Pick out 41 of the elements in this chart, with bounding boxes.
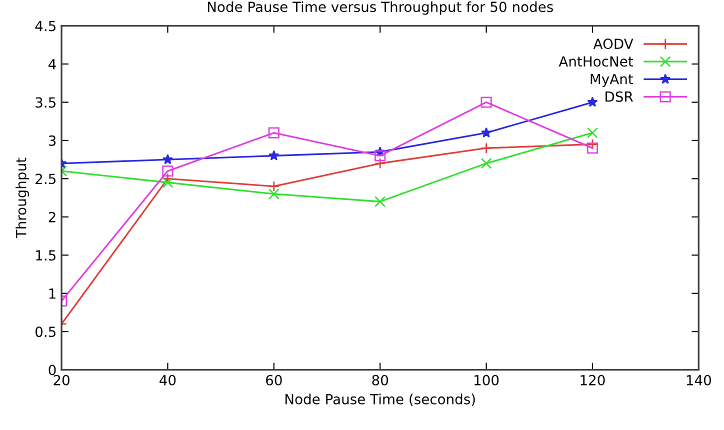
- point: [374, 158, 386, 169]
- point: [587, 96, 598, 107]
- point: [374, 150, 386, 162]
- point: [480, 96, 492, 108]
- y-tick-label: 4: [48, 59, 56, 70]
- x-tick-label: 100: [474, 374, 499, 386]
- y-tick-label: 1.5: [36, 250, 56, 261]
- chart-title: Node Pause Time versus Throughput for 50 nodes: [208, 1, 553, 15]
- legend-label: DSR: [606, 91, 633, 102]
- x-tick-label: 120: [580, 374, 605, 386]
- point: [268, 127, 280, 138]
- y-tick-label: 1: [49, 288, 56, 299]
- point: [480, 127, 492, 138]
- x-tick-label: 60: [266, 374, 282, 386]
- x-tick-label: 40: [160, 374, 176, 386]
- point: [586, 142, 598, 154]
- point: [480, 158, 492, 169]
- point: [268, 188, 280, 200]
- point: [586, 127, 598, 138]
- y-tick-label: 3: [48, 135, 56, 146]
- point: [162, 154, 174, 164]
- y-tick-label: 2.5: [36, 174, 56, 184]
- y-tick-label: 4.5: [35, 20, 56, 32]
- x-tick-label: 140: [686, 374, 711, 386]
- y-tick-label: 0: [48, 364, 56, 376]
- legend-label: AntHocNet: [558, 56, 634, 67]
- point: [268, 180, 280, 192]
- point: [162, 176, 174, 188]
- point: [162, 165, 174, 177]
- point: [268, 150, 280, 160]
- x-tick-label: 80: [372, 374, 388, 386]
- y-tick-label: 0.5: [36, 326, 56, 338]
- legend-label: AODV: [593, 38, 634, 50]
- point: [374, 196, 386, 208]
- legend-label: MyAnt: [590, 74, 634, 87]
- point: [480, 142, 492, 154]
- x-axis-title: Node Pause Time (seconds): [286, 394, 475, 406]
- y-tick-label: 2: [48, 212, 56, 222]
- y-axis-title: Throughput: [16, 158, 30, 238]
- y-tick-label: 3.5: [36, 97, 56, 108]
- x-tick-label: 20: [54, 374, 70, 386]
